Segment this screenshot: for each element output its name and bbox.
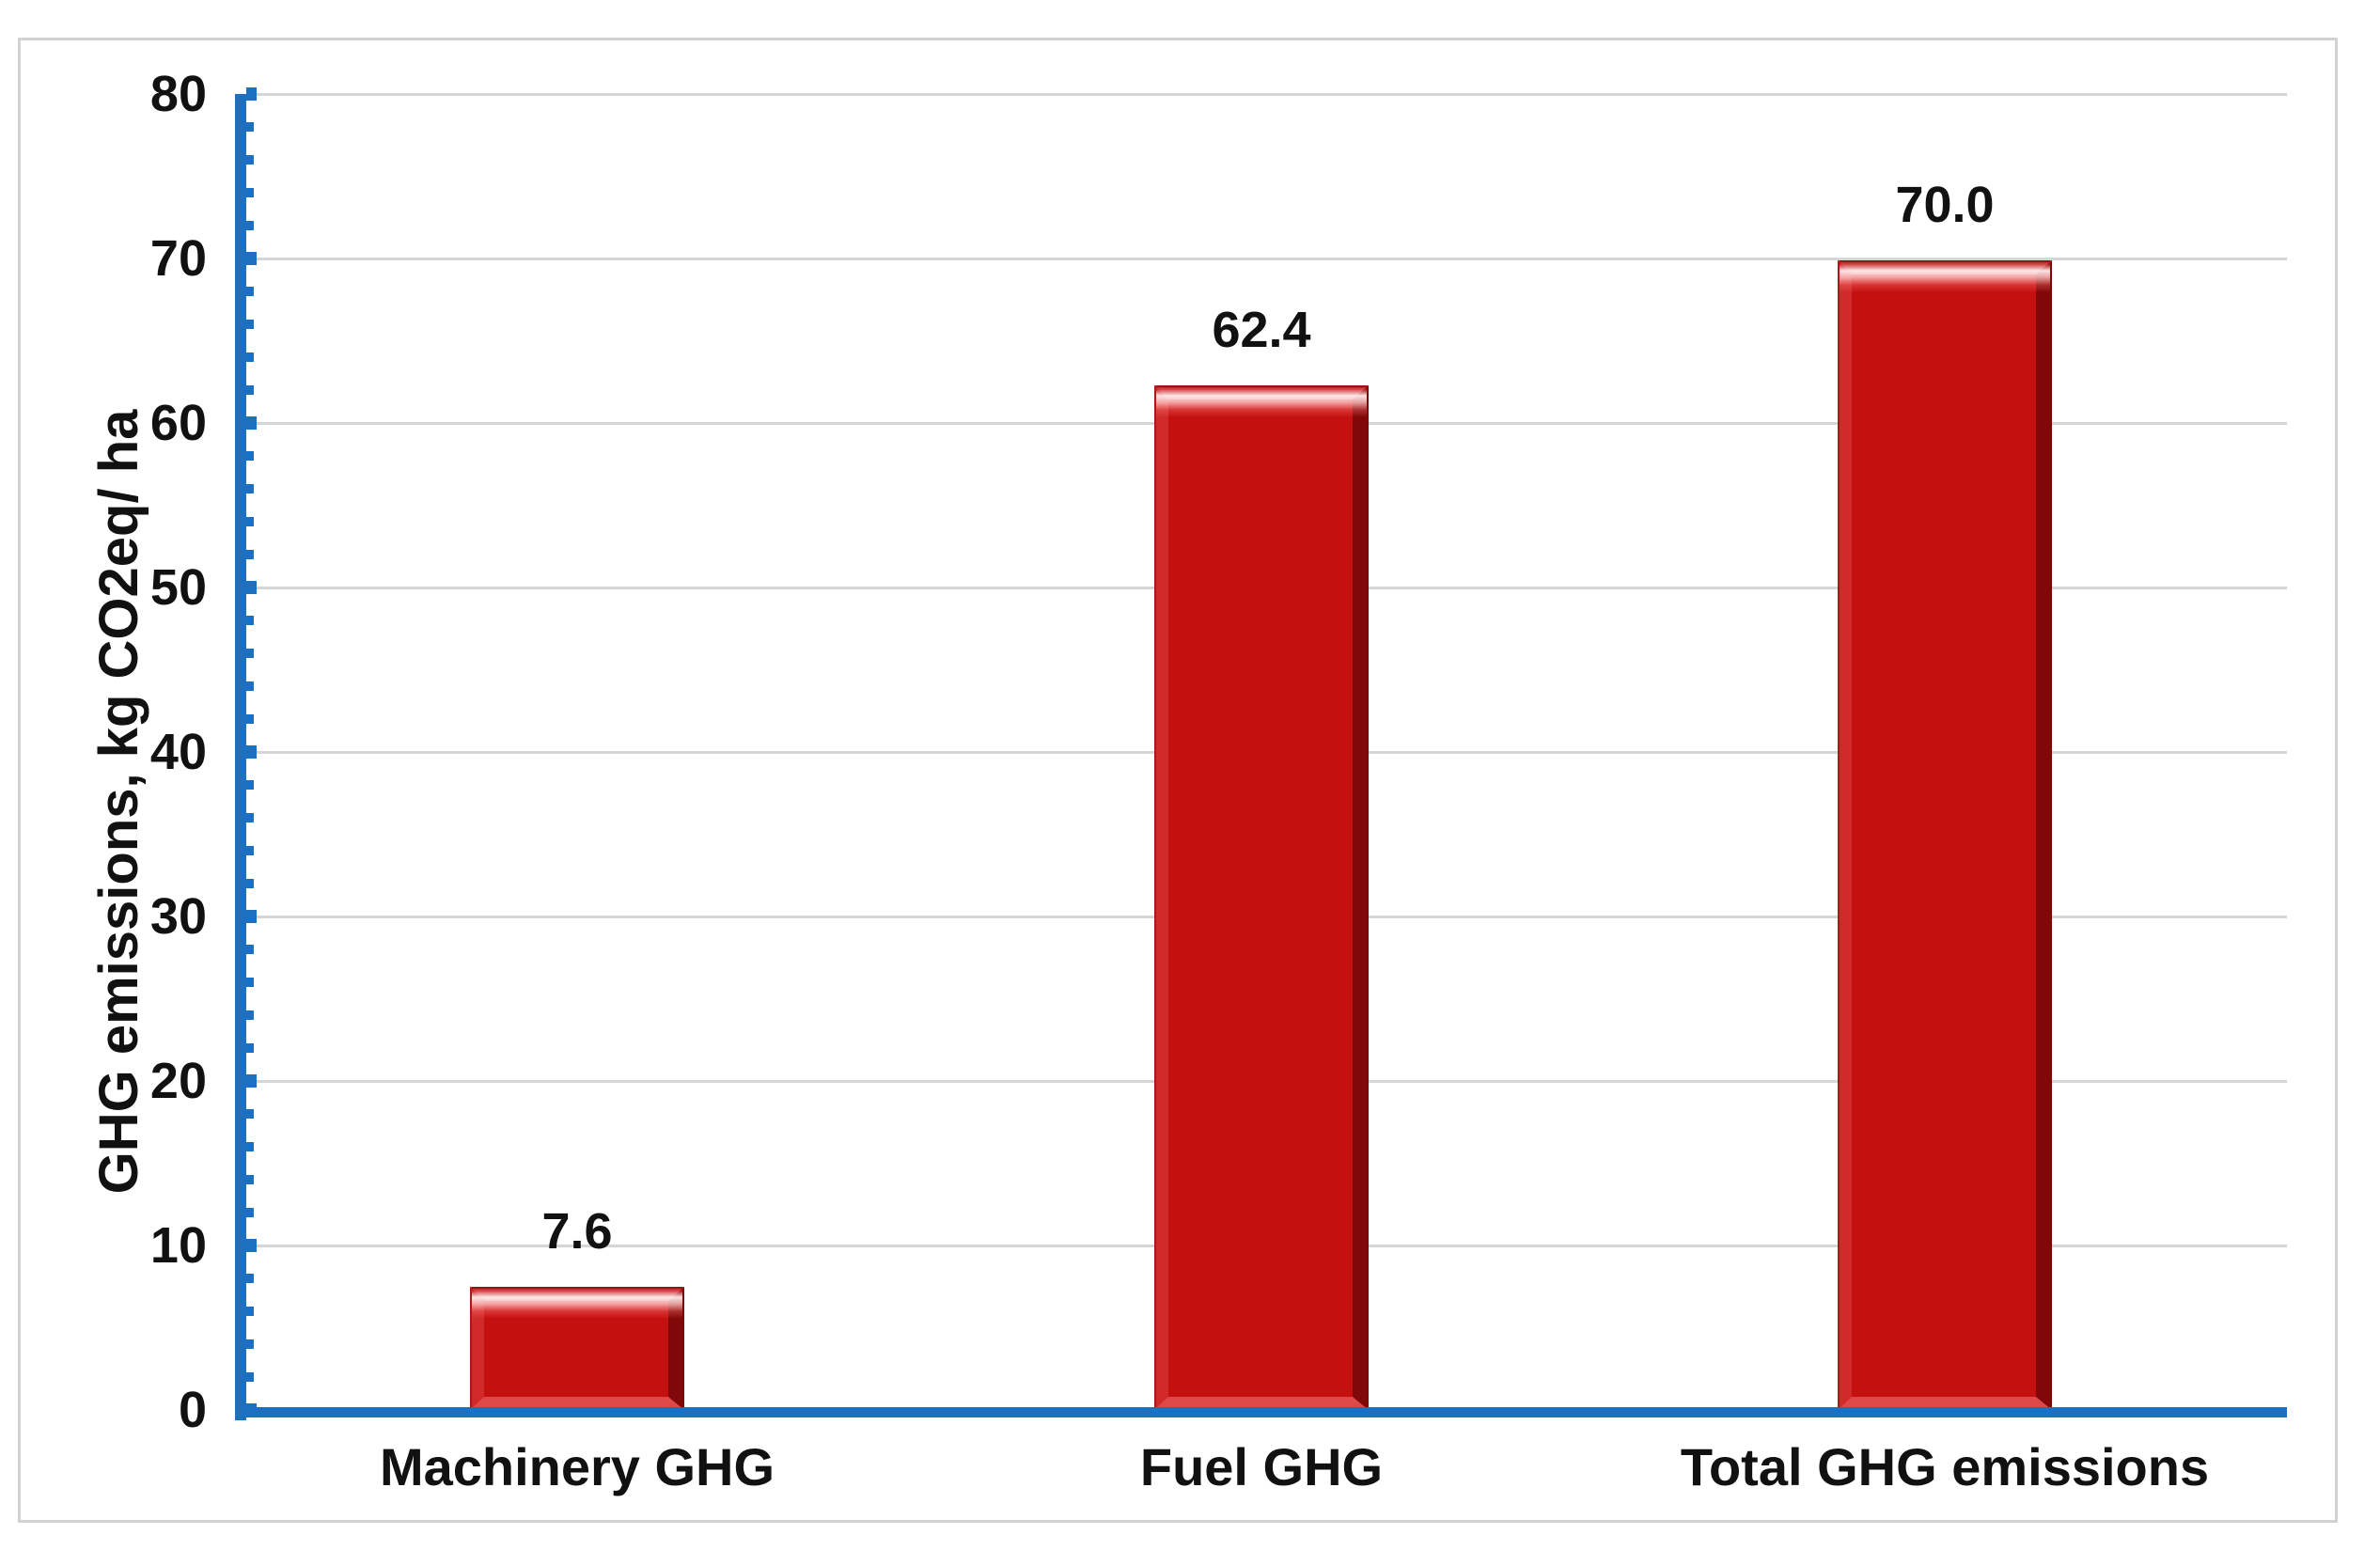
y-tick-label: 80 — [149, 66, 207, 122]
y-minor-tick — [246, 1274, 254, 1283]
bar-fuel-ghg — [1154, 385, 1369, 1410]
bar-edge — [1154, 385, 1369, 1410]
y-major-tick — [246, 1239, 257, 1252]
y-minor-tick — [246, 550, 254, 559]
y-minor-tick — [246, 649, 254, 658]
chart-border: GHG emissions, kg CO2eq/ ha 7.6 Machinery… — [18, 38, 2338, 1523]
y-minor-tick — [246, 1208, 254, 1217]
y-tick-label: 10 — [149, 1217, 207, 1274]
y-tick-label: 60 — [149, 395, 207, 451]
category-label: Machinery GHG — [379, 1437, 775, 1496]
category-label: Fuel GHG — [1139, 1437, 1384, 1496]
y-minor-tick — [246, 780, 254, 790]
y-major-tick — [246, 87, 257, 101]
bar-edge — [1838, 260, 2052, 1410]
y-minor-tick — [246, 451, 254, 461]
y-minor-tick — [246, 813, 254, 822]
category-label: Total GHG emissions — [1680, 1437, 2210, 1496]
y-minor-tick — [246, 714, 254, 724]
y-major-tick — [246, 416, 257, 430]
y-minor-tick — [246, 320, 254, 329]
y-tick-label: 0 — [178, 1382, 207, 1438]
y-major-tick — [246, 252, 257, 265]
y-minor-tick — [246, 1142, 254, 1151]
y-minor-tick — [246, 978, 254, 987]
y-minor-tick — [246, 122, 254, 132]
y-minor-tick — [246, 155, 254, 164]
y-major-tick — [246, 1074, 257, 1088]
bar-machinery-ghg — [470, 1287, 684, 1410]
y-minor-tick — [246, 1339, 254, 1349]
bar-edge — [470, 1287, 684, 1410]
data-label: 7.6 — [541, 1203, 613, 1260]
y-major-tick — [246, 581, 257, 594]
y-tick-label: 30 — [149, 888, 207, 945]
y-tick-label: 70 — [149, 230, 207, 287]
data-label: 70.0 — [1895, 177, 1995, 233]
y-minor-tick — [246, 1043, 254, 1053]
y-major-tick — [246, 1403, 257, 1417]
y-minor-tick — [246, 879, 254, 888]
gridline-y80 — [246, 93, 2287, 96]
y-minor-tick — [246, 1010, 254, 1020]
y-minor-tick — [246, 1372, 254, 1382]
y-major-tick — [246, 745, 257, 759]
bar-gloss — [1156, 385, 1367, 417]
y-tick-label: 50 — [149, 559, 207, 616]
y-minor-tick — [246, 945, 254, 954]
gridline-y70 — [246, 258, 2287, 260]
y-minor-tick — [246, 517, 254, 526]
y-minor-tick — [246, 1109, 254, 1119]
y-minor-tick — [246, 188, 254, 197]
y-axis-line — [235, 94, 246, 1420]
y-minor-tick — [246, 352, 254, 362]
bar-gloss — [472, 1287, 682, 1319]
y-minor-tick — [246, 616, 254, 625]
y-minor-tick — [246, 846, 254, 855]
bar-total-ghg-emissions — [1838, 260, 2052, 1410]
bar-gloss — [1840, 260, 2050, 292]
data-label: 62.4 — [1212, 302, 1311, 358]
y-minor-tick — [246, 385, 254, 395]
y-minor-tick — [246, 1175, 254, 1184]
y-tick-label: 40 — [149, 724, 207, 780]
x-axis-line — [235, 1407, 2287, 1417]
y-minor-tick — [246, 1307, 254, 1316]
y-major-tick — [246, 910, 257, 923]
y-minor-tick — [246, 484, 254, 493]
y-tick-label: 20 — [149, 1053, 207, 1109]
y-minor-tick — [246, 221, 254, 230]
y-minor-tick — [246, 287, 254, 296]
y-minor-tick — [246, 681, 254, 691]
